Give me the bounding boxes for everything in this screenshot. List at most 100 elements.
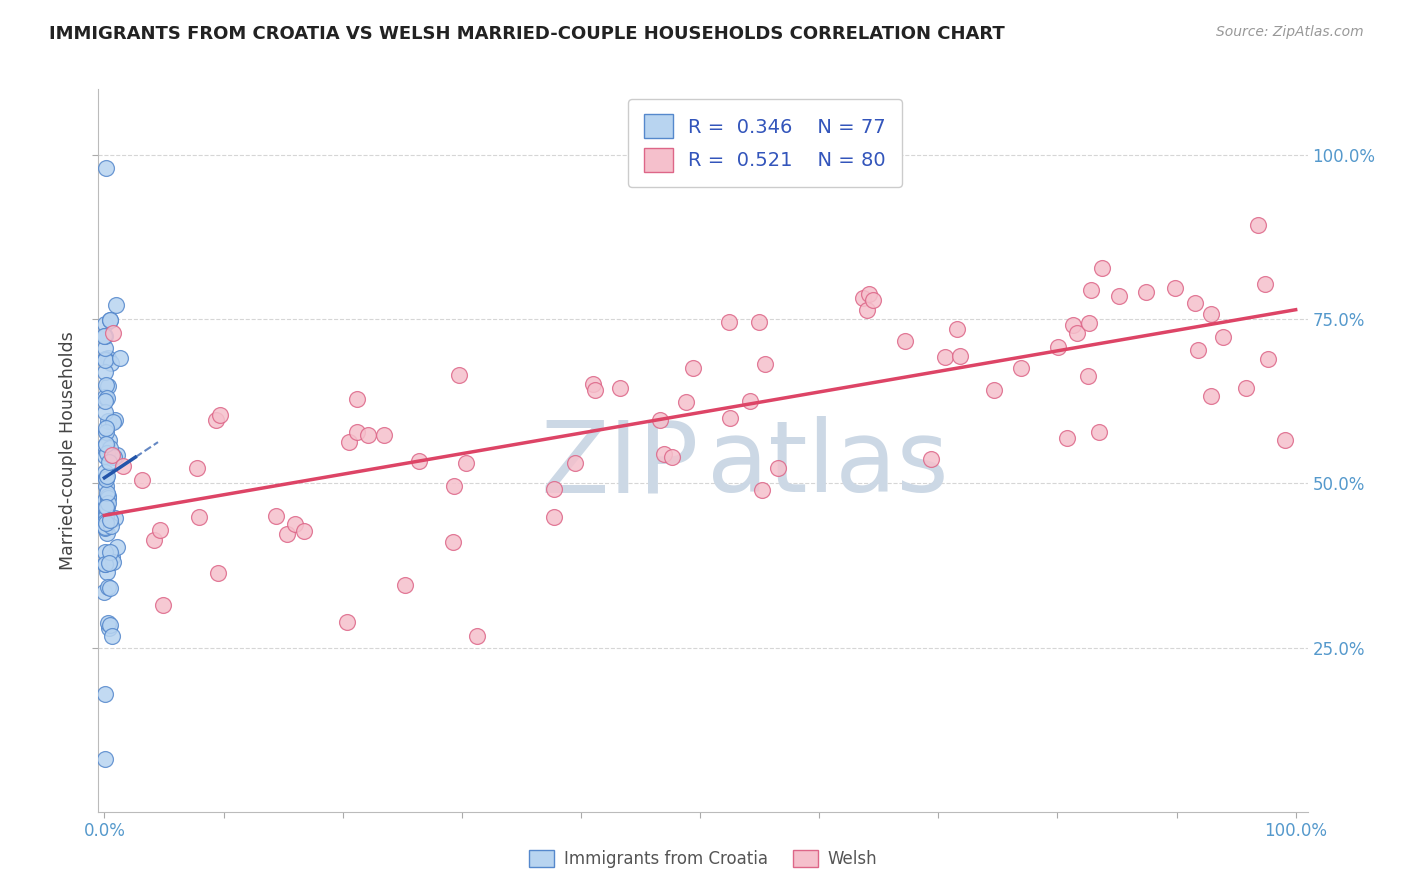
Point [1187, 343, 1209, 357]
Point [94, 469, 117, 483]
Point [94, 394, 117, 409]
Point [100, 550, 122, 565]
Point [98, 513, 121, 527]
Point [852, 291, 875, 305]
Point [862, 293, 884, 307]
Point [103, 555, 125, 569]
Point [1056, 431, 1078, 445]
Point [97, 557, 120, 571]
Point [1010, 360, 1032, 375]
Point [93, 521, 115, 535]
Point [186, 460, 208, 475]
Point [93, 752, 115, 766]
Point [94, 505, 117, 519]
Point [751, 483, 773, 498]
Point [96, 526, 118, 541]
Point [346, 425, 368, 439]
Point [105, 540, 128, 554]
Point [94, 421, 117, 435]
Point [93, 449, 115, 463]
Point [346, 392, 368, 406]
Point [94, 365, 117, 379]
Point [1274, 433, 1296, 447]
Text: Source: ZipAtlas.com: Source: ZipAtlas.com [1216, 25, 1364, 39]
Point [1199, 389, 1222, 403]
Point [112, 458, 135, 473]
Point [456, 456, 478, 470]
Point [1253, 277, 1275, 292]
Point [94, 519, 117, 533]
Point [443, 479, 465, 493]
Point [1078, 316, 1101, 330]
Point [93, 351, 115, 366]
Point [93, 557, 115, 571]
Legend: Immigrants from Croatia, Welsh: Immigrants from Croatia, Welsh [522, 843, 884, 875]
Point [96, 445, 118, 459]
Point [718, 315, 741, 329]
Point [97, 351, 120, 366]
Point [292, 524, 315, 538]
Point [97, 495, 120, 509]
Point [93, 545, 115, 559]
Point [946, 322, 969, 336]
Point [98, 581, 121, 595]
Point [920, 452, 942, 467]
Point [766, 461, 789, 475]
Point [661, 450, 683, 464]
Point [105, 449, 128, 463]
Point [94, 425, 117, 439]
Point [894, 334, 917, 348]
Point [1077, 369, 1099, 384]
Point [97, 491, 120, 506]
Point [152, 598, 174, 612]
Point [609, 381, 631, 395]
Point [276, 527, 298, 541]
Point [96, 391, 118, 405]
Point [93, 585, 115, 599]
Point [447, 368, 470, 382]
Point [858, 287, 880, 301]
Point [101, 416, 124, 430]
Point [94, 341, 117, 355]
Point [373, 428, 395, 442]
Point [983, 383, 1005, 397]
Point [98, 617, 121, 632]
Point [1080, 284, 1102, 298]
Point [1184, 296, 1206, 310]
Point [131, 473, 153, 487]
Point [1199, 307, 1222, 321]
Point [583, 384, 606, 398]
Point [718, 410, 741, 425]
Point [94, 557, 117, 571]
Point [543, 510, 565, 524]
Point [1062, 318, 1084, 332]
Point [1088, 425, 1111, 440]
Point [96, 469, 118, 483]
Point [1108, 289, 1130, 303]
Point [97, 433, 120, 447]
Y-axis label: Married-couple Households: Married-couple Households [59, 331, 77, 570]
Point [187, 509, 209, 524]
Point [394, 578, 416, 592]
Point [1066, 326, 1088, 340]
Point [93, 404, 115, 418]
Point [1257, 352, 1279, 367]
Point [94, 516, 117, 530]
Point [98, 621, 121, 635]
Point [93, 465, 115, 479]
Point [97, 490, 120, 504]
Point [648, 413, 671, 427]
Point [465, 629, 488, 643]
Point [100, 356, 122, 370]
Point [205, 413, 228, 427]
Point [94, 437, 117, 451]
Point [104, 511, 127, 525]
Point [856, 302, 879, 317]
Point [949, 349, 972, 363]
Point [149, 524, 172, 538]
Point [1091, 261, 1114, 276]
Point [100, 518, 122, 533]
Point [97, 615, 120, 630]
Point [143, 533, 166, 547]
Point [94, 161, 117, 175]
